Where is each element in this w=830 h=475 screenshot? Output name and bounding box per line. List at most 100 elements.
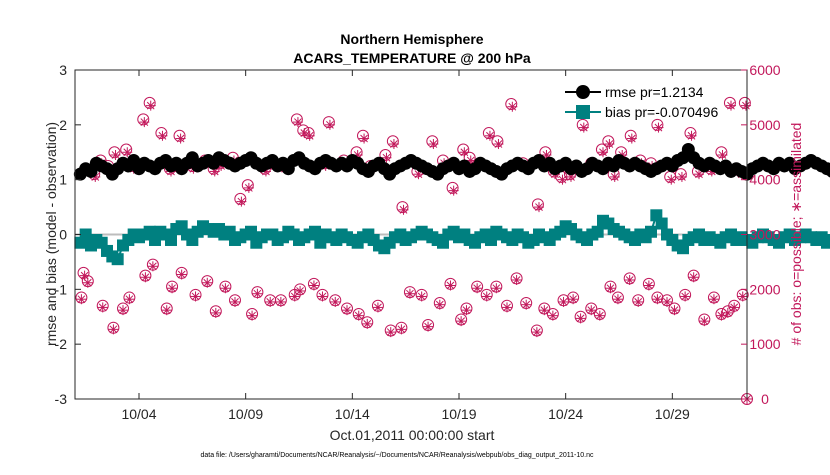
obs-assimilated-point (625, 275, 635, 285)
legend-rmse-label: rmse pr=1.2134 (605, 84, 704, 100)
x-tick-label: 10/09 (228, 406, 263, 422)
obs-assimilated-point (236, 197, 246, 207)
obs-assimilated-point (472, 283, 482, 293)
obs-assimilated-point (177, 270, 187, 280)
x-axis-label: Oct.01,2011 00:00:00 start (330, 427, 495, 443)
obs-assimilated-point (559, 297, 569, 307)
legend-bias-label: bias pr=-0.070496 (605, 104, 718, 120)
obs-assimilated-point (191, 291, 201, 301)
y-right-tick-label: 2000 (749, 281, 780, 297)
obs-assimilated-point (124, 294, 134, 304)
obs-assimilated-point (666, 175, 676, 185)
obs-assimilated-point (252, 289, 262, 299)
y-right-tick-label: 1000 (749, 336, 780, 352)
obs-assimilated-point (389, 139, 399, 149)
obs-assimilated-point (598, 147, 608, 157)
obs-assimilated-point (738, 291, 748, 301)
obs-assimilated-point (595, 311, 605, 321)
obs-assimilated-point (689, 272, 699, 282)
obs-assimilated-point (309, 280, 319, 290)
obs-assimilated-point (548, 311, 558, 321)
obs-assimilated-point (139, 117, 149, 127)
x-tick-label: 10/04 (121, 406, 156, 422)
obs-assimilated-point (677, 172, 687, 182)
y-left-tick-label: 1 (59, 172, 67, 188)
bias-point (592, 226, 604, 238)
obs-assimilated-point (709, 294, 719, 304)
obs-assimilated-point (386, 327, 396, 337)
obs-assimilated-point (293, 117, 303, 127)
obs-assimilated-point (459, 147, 469, 157)
obs-assimilated-point (456, 316, 466, 326)
obs-assimilated-point (146, 101, 156, 111)
obs-assimilated-point (507, 102, 517, 112)
y-right-tick-label: 6000 (749, 62, 780, 78)
obs-assimilated-point (680, 291, 690, 301)
obs-assimilated-point (576, 313, 586, 323)
obs-assimilated-point (482, 291, 492, 301)
obs-assimilated-point (230, 297, 240, 307)
obs-assimilated-point (317, 291, 327, 301)
obs-assimilated-point (449, 186, 459, 196)
obs-assimilated-point (534, 202, 544, 212)
obs-assimilated-point (491, 283, 501, 293)
obs-assimilated-point (220, 283, 230, 293)
obs-assimilated-point (359, 134, 369, 144)
chart-subtitle: ACARS_TEMPERATURE @ 200 hPa (293, 50, 531, 66)
obs-assimilated-point (723, 308, 733, 318)
obs-assimilated-point (417, 291, 427, 301)
bias-point (112, 253, 124, 265)
obs-assimilated-point (521, 300, 531, 310)
obs-assimilated-point (276, 297, 286, 307)
y-left-tick-label: 0 (59, 227, 67, 243)
obs-assimilated-point (644, 280, 654, 290)
x-tick-label: 10/29 (655, 406, 690, 422)
obs-assimilated-point (485, 131, 495, 141)
obs-assimilated-point (118, 305, 128, 315)
chart-title: Northern Hemisphere (340, 31, 483, 47)
obs-assimilated-point (610, 172, 620, 182)
legend-rmse-marker (576, 85, 590, 99)
y-axis-right-label: # of obs: o=possible; ∗=assimilated (788, 123, 804, 346)
obs-assimilated-point (396, 324, 406, 334)
obs-assimilated-point (211, 308, 221, 318)
obs-assimilated-point (247, 311, 257, 321)
obs-assimilated-point (157, 131, 167, 141)
obs-assimilated-point (687, 131, 697, 141)
obs-assimilated-point (176, 134, 186, 144)
obs-assimilated-point (729, 302, 739, 312)
obs-assimilated-point (532, 327, 542, 337)
bias-point (80, 229, 92, 241)
obs-assimilated-point (202, 278, 212, 288)
bias-point (245, 226, 257, 238)
legend-bias-marker (576, 105, 590, 119)
obs-assimilated-point (265, 297, 275, 307)
obs-assimilated-point (167, 283, 177, 293)
obs-assimilated-point (405, 289, 415, 299)
obs-assimilated-point (741, 101, 751, 111)
obs-assimilated-point (726, 101, 736, 111)
bias-point (165, 234, 177, 246)
obs-assimilated-point (502, 302, 512, 312)
y-right-tick-label: 0 (761, 391, 769, 407)
obs-assimilated-point (579, 123, 589, 133)
x-tick-label: 10/19 (441, 406, 476, 422)
obs-assimilated-point (98, 302, 108, 312)
obs-assimilated-point (627, 134, 637, 144)
y-left-tick-label: 2 (59, 117, 67, 133)
data-file-footnote: data file: /Users/gharamti/Documents/NCA… (200, 452, 594, 459)
obs-assimilated-point (557, 175, 567, 185)
bias-point (645, 226, 657, 238)
obs-assimilated-point (653, 123, 663, 133)
obs-assimilated-point (512, 275, 522, 285)
obs-assimilated-point (568, 294, 578, 304)
obs-assimilated-point (83, 278, 93, 288)
obs-assimilated-point (435, 300, 445, 310)
obs-assimilated-point (613, 294, 623, 304)
obs-assimilated-point (354, 311, 364, 321)
x-tick-label: 10/24 (548, 406, 583, 422)
obs-assimilated-point (662, 297, 672, 307)
obs-assimilated-point (493, 139, 503, 149)
y-axis-left-label: rmse and bias (model - observation) (43, 122, 59, 346)
